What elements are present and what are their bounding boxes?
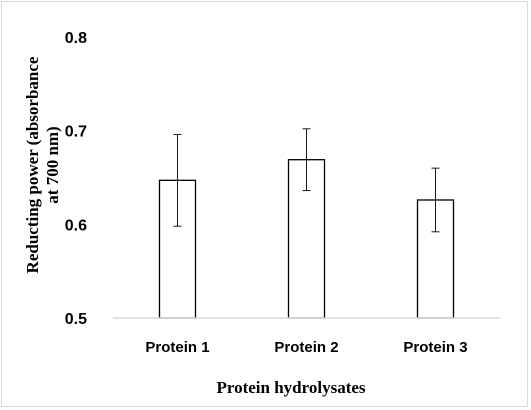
x-axis-title: Protein hydrolysates <box>216 378 365 397</box>
y-axis-title: Reducting power (absorbance at 700 nm) <box>23 56 62 273</box>
x-tick-label: Protein 3 <box>403 339 467 356</box>
y-axis-title-line-2: at 700 nm) <box>43 126 62 203</box>
y-axis-title-line-1: Reducting power (absorbance <box>23 56 42 273</box>
y-tick-label: 0.6 <box>65 217 87 234</box>
bars-group <box>158 128 455 319</box>
x-tick-label: Protein 1 <box>145 339 209 356</box>
y-tick-label: 0.8 <box>65 30 87 47</box>
y-tick-label: 0.5 <box>65 311 87 328</box>
x-tick-label: Protein 2 <box>274 339 338 356</box>
y-tick-label: 0.7 <box>65 124 87 141</box>
x-tick-labels: Protein 1 Protein 2 Protein 3 <box>145 339 467 356</box>
y-tick-labels: 0.5 0.6 0.7 0.8 <box>65 30 87 328</box>
